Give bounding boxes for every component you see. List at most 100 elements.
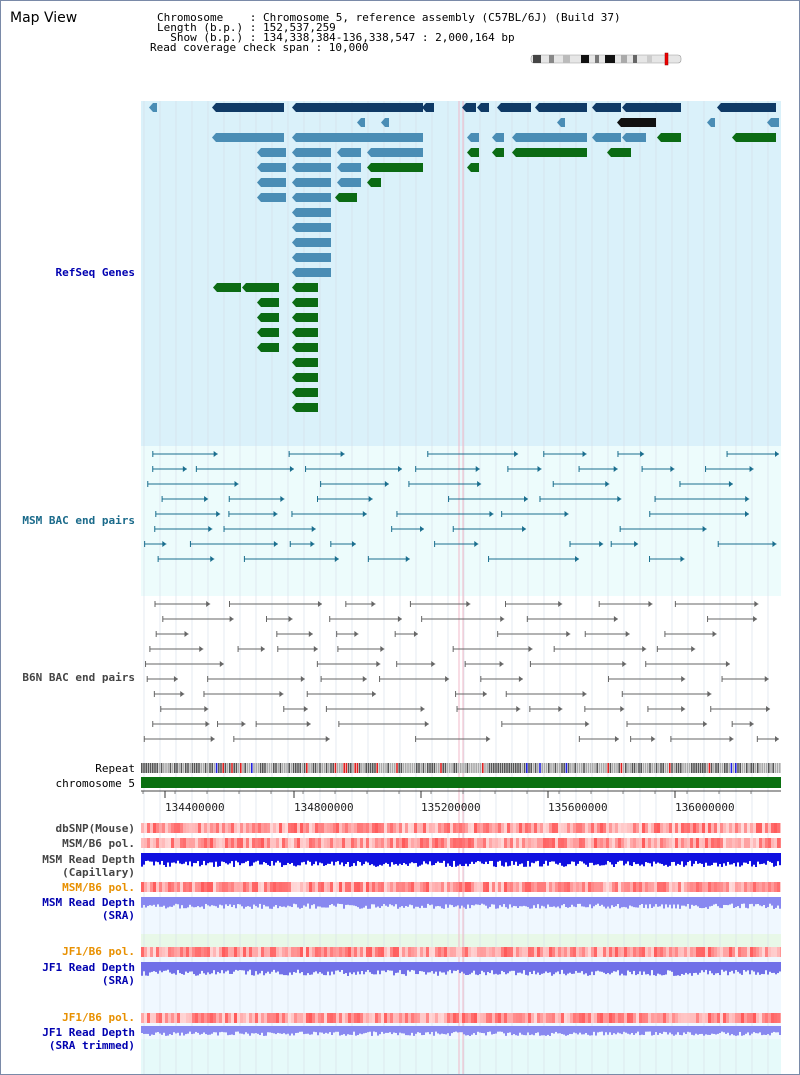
jf1-b6-pol-strip-2 (480, 1013, 483, 1023)
track-label-msm-depth-sra-1[interactable]: MSM Read Depth (42, 896, 135, 909)
grid-lines (143, 101, 769, 1074)
dbsnp-strip (474, 823, 477, 833)
jf1-b6-pol-strip-2 (744, 1013, 747, 1023)
jf1-depth-sra (737, 962, 739, 972)
msm-depth-capillary (195, 853, 197, 864)
jf1-b6-pol-strip-2 (177, 1013, 180, 1023)
jf1-b6-pol-strip-2 (228, 1013, 231, 1023)
msm-depth-capillary (773, 853, 775, 867)
msm-depth-sra (247, 897, 249, 907)
repeat-element (517, 763, 519, 773)
gene-block (246, 283, 279, 292)
jf1-depth-sra (303, 962, 305, 976)
track-label-jf1-b6-pol-2[interactable]: JF1/B6 pol. (62, 1011, 135, 1024)
jf1-b6-pol-strip-2 (348, 1013, 351, 1023)
msm-bac-end (745, 496, 750, 502)
msm-depth-capillary (589, 853, 591, 863)
msm-depth-capillary (625, 853, 627, 864)
jf1-depth-trimmed (459, 1026, 461, 1033)
msm-depth-sra (431, 897, 433, 905)
gene-block (296, 178, 331, 187)
msm-depth-capillary (253, 853, 255, 863)
msm-depth-sra (497, 897, 499, 909)
repeat-element (160, 763, 163, 773)
msm-depth-capillary (353, 853, 355, 864)
track-label-msm-depth-cap-1[interactable]: MSM Read Depth (42, 853, 135, 866)
gene-block (371, 163, 423, 172)
msm-b6-pol-strip-2 (510, 882, 513, 892)
jf1-b6-pol-strip (597, 947, 600, 957)
msm-b6-pol-strip (696, 838, 699, 848)
chromosome-ideogram[interactable] (529, 51, 689, 67)
msm-depth-sra (369, 897, 371, 909)
track-label-dbsnp[interactable]: dbSNP(Mouse) (55, 822, 135, 835)
jf1-b6-pol-strip (558, 947, 561, 957)
track-label-jf1-depth-sra-1[interactable]: JF1 Read Depth (42, 961, 135, 974)
track-label-repeat[interactable]: Repeat (95, 762, 135, 775)
jf1-depth-sra (479, 962, 481, 975)
track-label-jf1-b6-pol-1[interactable]: JF1/B6 pol. (62, 945, 135, 958)
track-label-msm-b6-pol-2[interactable]: MSM/B6 pol. (62, 881, 135, 894)
repeat-element (367, 763, 370, 773)
dbsnp-strip (342, 823, 345, 833)
msm-depth-sra (717, 897, 719, 907)
msm-b6-pol-strip (306, 838, 309, 848)
repeat-element (149, 763, 152, 773)
track-label-b6n-bac[interactable]: B6N BAC end pairs (22, 671, 135, 684)
msm-depth-sra (341, 897, 343, 905)
dbsnp-strip (648, 823, 651, 833)
jf1-depth-sra (601, 962, 603, 972)
gene-arrow (467, 148, 471, 157)
jf1-b6-pol-strip (522, 947, 525, 957)
jf1-depth-sra (185, 962, 187, 972)
msm-b6-pol-strip (225, 838, 228, 848)
repeat-element (515, 763, 517, 773)
msm-b6-pol-strip-2 (213, 882, 216, 892)
gene-arrow (512, 133, 516, 142)
gene-arrow (732, 133, 736, 142)
b6n-bac-end (308, 631, 313, 637)
dbsnp-strip (684, 823, 687, 833)
track-label-msm-bac[interactable]: MSM BAC end pairs (22, 514, 135, 527)
msm-bac-end (605, 481, 610, 487)
msm-depth-sra (777, 897, 779, 906)
msm-depth-capillary (531, 853, 533, 863)
msm-depth-capillary (189, 853, 191, 862)
msm-depth-capillary (403, 853, 405, 863)
jf1-depth-sra (369, 962, 371, 973)
msm-b6-pol-strip-2 (378, 882, 381, 892)
jf1-depth-trimmed (511, 1026, 513, 1036)
track-label-msm-b6-pol-1[interactable]: MSM/B6 pol. (62, 837, 135, 850)
jf1-b6-pol-strip-2 (276, 1013, 279, 1023)
msm-depth-sra (419, 897, 421, 909)
gene-block (626, 133, 646, 142)
msm-b6-pol-strip (531, 838, 534, 848)
jf1-b6-pol-strip (762, 947, 765, 957)
gene-arrow (592, 133, 596, 142)
msm-depth-capillary (319, 853, 321, 863)
msm-bac-end (477, 481, 482, 487)
jf1-b6-pol-strip (537, 947, 540, 957)
jf1-depth-trimmed (759, 1026, 761, 1033)
genome-track-canvas[interactable]: 134400000 134800000 135200000 135600000 1360… (141, 99, 781, 1074)
dbsnp-strip (573, 823, 576, 833)
dbsnp-strip (594, 823, 597, 833)
jf1-b6-pol-strip (357, 947, 360, 957)
jf1-depth-trimmed (577, 1026, 579, 1035)
track-label-refseq[interactable]: RefSeq Genes (55, 266, 135, 279)
msm-bac-end (474, 541, 479, 547)
msm-b6-pol-strip (183, 838, 186, 848)
dbsnp-strip (312, 823, 315, 833)
b6n-bac-end (204, 706, 209, 712)
gene-block (766, 133, 776, 142)
msm-b6-pol-strip-2 (240, 882, 243, 892)
dbsnp-strip (735, 823, 738, 833)
jf1-b6-pol-strip-2 (417, 1013, 420, 1023)
jf1-depth-sra (513, 962, 515, 971)
track-label-jf1-depth-trim-1[interactable]: JF1 Read Depth (42, 1026, 135, 1039)
msm-depth-sra (601, 897, 603, 905)
msm-depth-capillary (407, 853, 409, 866)
msm-depth-capillary (647, 853, 649, 863)
jf1-depth-trimmed (187, 1026, 189, 1034)
b6n-bac-end (466, 601, 471, 607)
